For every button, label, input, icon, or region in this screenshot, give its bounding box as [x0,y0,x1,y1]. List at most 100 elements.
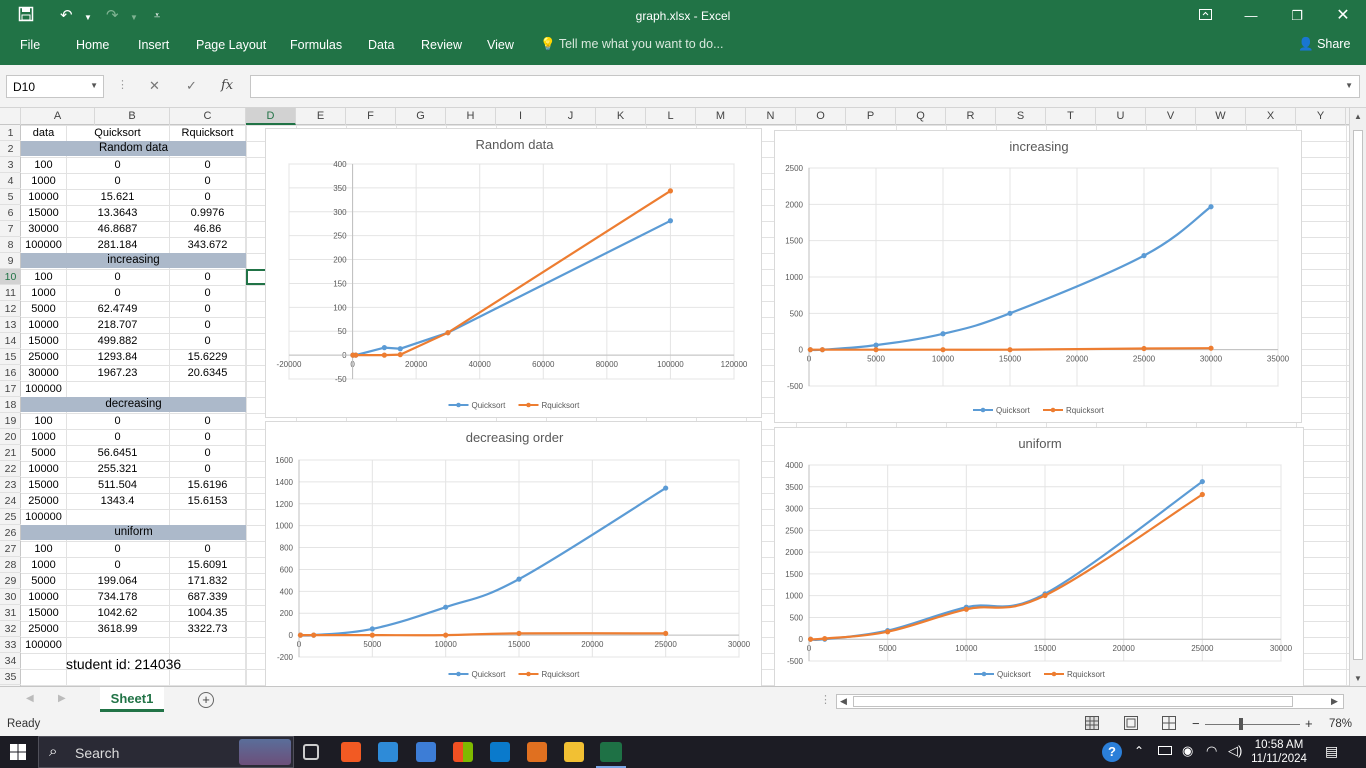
row-header-25[interactable]: 25 [0,509,21,525]
column-header-i[interactable]: I [496,108,546,125]
legend-label[interactable]: Rquicksort [1067,670,1106,679]
scroll-down-icon[interactable]: ▼ [1354,674,1362,683]
data-cell[interactable]: 15000 [21,477,66,493]
tab-insert[interactable]: Insert [138,38,169,52]
column-header-e[interactable]: E [296,108,346,125]
data-point-quicksort[interactable] [370,626,375,631]
data-cell[interactable]: 0 [169,157,246,173]
vertical-scroll-thumb[interactable] [1353,130,1363,660]
data-cell[interactable]: 15000 [21,605,66,621]
data-cell[interactable]: 255.321 [66,461,169,477]
section-band[interactable]: uniform [21,525,246,540]
row-header-18[interactable]: 18 [0,397,21,413]
row-header-5[interactable]: 5 [0,189,21,205]
data-point-rquicksort[interactable] [820,347,825,352]
row-header-6[interactable]: 6 [0,205,21,221]
data-cell[interactable]: 0 [66,557,169,573]
chevron-up-icon[interactable]: ⌃ [1134,744,1144,758]
data-cell[interactable]: 1000 [21,173,66,189]
data-cell[interactable]: 100000 [21,381,66,397]
data-cell[interactable] [169,509,246,525]
row-header-22[interactable]: 22 [0,461,21,477]
data-point-rquicksort[interactable] [370,633,375,638]
next-sheet-icon[interactable]: ▶ [58,693,66,704]
zoom-slider-thumb[interactable] [1239,718,1243,730]
data-point-rquicksort[interactable] [443,633,448,638]
normal-view-icon[interactable] [1085,716,1099,733]
data-point-rquicksort[interactable] [1200,492,1205,497]
data-cell[interactable]: 218.707 [66,317,169,333]
data-cell[interactable]: 46.86 [169,221,246,237]
data-cell[interactable]: 25000 [21,349,66,365]
data-point-quicksort[interactable] [516,577,521,582]
battery-icon[interactable] [1158,746,1172,755]
row-header-12[interactable]: 12 [0,301,21,317]
row-header-27[interactable]: 27 [0,541,21,557]
row-header-15[interactable]: 15 [0,349,21,365]
data-cell[interactable]: 10000 [21,589,66,605]
data-cell[interactable]: 0 [169,461,246,477]
app-icon[interactable] [378,742,398,762]
data-point-rquicksort[interactable] [940,347,945,352]
row-header-1[interactable]: 1 [0,125,21,141]
notification-icon[interactable]: ▤ [1325,743,1338,760]
data-point-rquicksort[interactable] [1208,346,1213,351]
data-cell[interactable]: 0 [169,189,246,205]
share-button[interactable]: 👤 Share [1298,37,1350,51]
worksheet-grid[interactable]: data Quicksort Rquicksort Random data increa… [21,125,1349,686]
column-header-c[interactable]: C [170,108,246,125]
tab-home[interactable]: Home [76,38,109,52]
data-point-rquicksort[interactable] [663,631,668,636]
data-cell[interactable]: 0 [169,445,246,461]
data-cell[interactable]: 1000 [21,557,66,573]
data-cell[interactable]: 0 [169,173,246,189]
data-cell[interactable]: 0 [169,413,246,429]
legend-label[interactable]: Rquicksort [1066,406,1105,415]
data-point-rquicksort[interactable] [311,633,316,638]
data-point-quicksort[interactable] [663,485,668,490]
formula-input[interactable]: ▼ [250,75,1360,98]
data-cell[interactable]: 15.6091 [169,557,246,573]
data-cell[interactable]: 10000 [21,189,66,205]
data-cell[interactable]: 1967.23 [66,365,169,381]
data-point-quicksort[interactable] [668,218,673,223]
windows-start-icon[interactable] [10,744,26,763]
row-header-11[interactable]: 11 [0,285,21,301]
microsoft-store-icon[interactable] [453,742,473,762]
column-header-n[interactable]: N [746,108,796,125]
data-cell[interactable]: 10000 [21,317,66,333]
row-header-20[interactable]: 20 [0,429,21,445]
data-cell[interactable]: 56.6451 [66,445,169,461]
data-cell[interactable]: 1000 [21,285,66,301]
wifi-icon[interactable]: ◠ [1206,743,1217,759]
data-cell[interactable]: 0 [169,541,246,557]
cancel-icon[interactable]: ✕ [149,78,160,94]
column-header-f[interactable]: F [346,108,396,125]
data-cell[interactable]: 5000 [21,301,66,317]
column-header-d[interactable]: D [246,108,296,125]
zoom-out-icon[interactable]: − [1192,716,1200,731]
insert-function-icon[interactable]: fx [221,78,233,93]
row-header-14[interactable]: 14 [0,333,21,349]
data-cell[interactable]: 15.6229 [169,349,246,365]
data-cell[interactable]: 0 [66,173,169,189]
data-cell[interactable]: 15.621 [66,189,169,205]
row-header-31[interactable]: 31 [0,605,21,621]
data-point-rquicksort[interactable] [873,347,878,352]
column-header-p[interactable]: P [846,108,896,125]
data-point-quicksort[interactable] [1208,204,1213,209]
data-point-rquicksort[interactable] [382,353,387,358]
row-header-26[interactable]: 26 [0,525,21,541]
data-cell[interactable] [169,381,246,397]
horizontal-scrollbar[interactable]: ◀ ▶ [836,694,1344,709]
chart-increasing[interactable]: increasing050001000015000200002500030000… [774,130,1302,423]
data-cell[interactable]: 0 [169,429,246,445]
data-point-rquicksort[interactable] [822,636,827,641]
column-header-g[interactable]: G [396,108,446,125]
column-header-x[interactable]: X [1246,108,1296,125]
data-cell[interactable]: 30000 [21,221,66,237]
row-header-16[interactable]: 16 [0,365,21,381]
prev-sheet-icon[interactable]: ◀ [26,693,34,704]
legend-label[interactable]: Quicksort [996,406,1031,415]
data-cell[interactable]: 343.672 [169,237,246,253]
